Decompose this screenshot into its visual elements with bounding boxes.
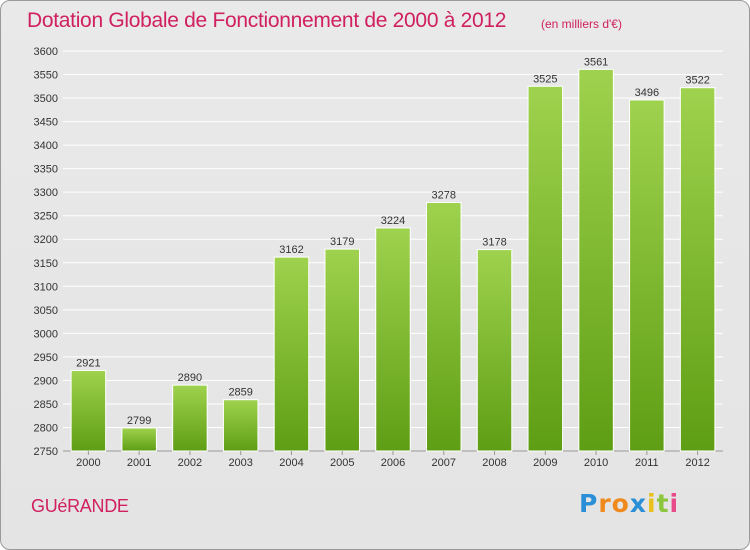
data-label: 3278 — [432, 190, 456, 202]
bar — [222, 399, 259, 452]
x-tick-label: 2009 — [533, 457, 557, 469]
bar — [375, 227, 411, 452]
bar — [629, 99, 665, 452]
y-tick-label: 2850 — [34, 399, 58, 411]
x-tick-label: 2011 — [635, 457, 659, 469]
y-tick-label: 3200 — [34, 234, 58, 246]
y-tick-label: 2950 — [34, 352, 58, 364]
y-tick-label: 3400 — [34, 140, 58, 152]
x-tick-label: 2006 — [381, 457, 405, 469]
x-tick-label: 2007 — [432, 457, 456, 469]
y-tick-label: 2900 — [34, 375, 58, 387]
data-label: 3496 — [635, 87, 659, 99]
x-tick-label: 2012 — [685, 457, 709, 469]
bar — [70, 370, 107, 452]
bars — [70, 68, 716, 452]
y-tick-label: 2800 — [34, 422, 58, 434]
data-label: 3162 — [279, 244, 303, 256]
x-axis-ticks: 2000 2001 2002 2003 2004 2005 2006 2007 2008 2009… — [76, 451, 710, 469]
data-label: 2859 — [228, 387, 252, 399]
y-tick-label: 3500 — [34, 93, 58, 105]
data-label: 3178 — [482, 237, 506, 249]
y-tick-label: 3100 — [34, 281, 58, 293]
bar — [324, 248, 360, 452]
bar — [527, 85, 564, 452]
y-tick-label: 3050 — [34, 305, 58, 317]
bar — [476, 249, 513, 452]
x-tick-label: 2005 — [330, 457, 354, 469]
bar — [121, 427, 157, 452]
chart-title: Dotation Globale de Fonctionnement de 20… — [27, 9, 507, 32]
data-label: 2890 — [178, 372, 202, 384]
y-tick-label: 3450 — [34, 117, 58, 129]
data-labels: 2921 2799 2890 2859 3162 3179 3224 3278 3178 3525… — [76, 56, 710, 427]
y-tick-label: 3600 — [34, 46, 58, 58]
data-label: 3561 — [584, 56, 608, 68]
x-tick-label: 2000 — [76, 457, 100, 469]
y-axis-ticks: 2750 2800 2850 2900 2950 3000 3050 3100 3150 3200… — [34, 46, 58, 458]
y-tick-label: 3350 — [34, 164, 58, 176]
commune-name: GUéRANDE — [31, 496, 129, 516]
x-tick-label: 2003 — [228, 457, 252, 469]
x-tick-label: 2001 — [127, 457, 151, 469]
data-label: 3179 — [330, 236, 354, 248]
y-tick-label: 3150 — [34, 258, 58, 270]
x-tick-label: 2010 — [584, 457, 608, 469]
y-tick-label: 3000 — [34, 328, 58, 340]
y-tick-label: 2750 — [34, 446, 58, 458]
data-label: 3525 — [533, 73, 557, 85]
x-tick-label: 2004 — [279, 457, 303, 469]
y-tick-label: 3250 — [34, 211, 58, 223]
y-tick-label: 3300 — [34, 187, 58, 199]
x-tick-label: 2008 — [482, 457, 506, 469]
bar — [426, 202, 462, 452]
bar — [172, 384, 208, 452]
data-label: 3224 — [381, 215, 405, 227]
data-label: 2799 — [127, 415, 151, 427]
proxiti-logo: Proxiti — [579, 489, 680, 518]
data-label: 2921 — [76, 358, 100, 370]
y-tick-label: 3550 — [34, 70, 58, 82]
data-label: 3522 — [685, 75, 709, 87]
x-tick-label: 2002 — [178, 457, 202, 469]
bar — [273, 256, 310, 452]
chart-subtitle: (en milliers d'€) — [541, 17, 622, 31]
bar — [679, 87, 716, 452]
bar — [578, 68, 614, 452]
